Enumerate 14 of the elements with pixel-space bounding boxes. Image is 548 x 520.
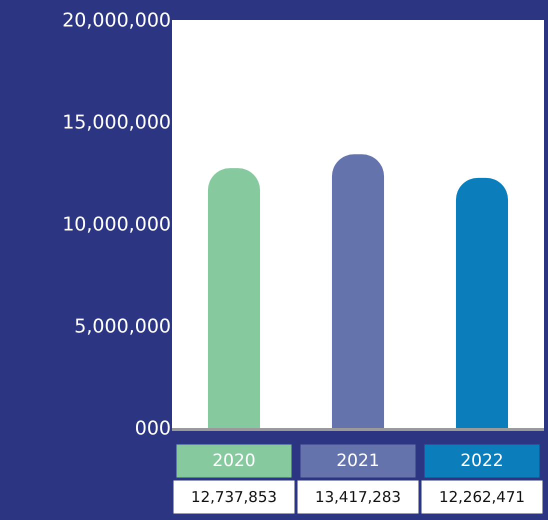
x-tick-label: 2020 [212,451,256,471]
bar [456,178,508,428]
y-tick-label: 000 [134,418,171,440]
y-tick-label: 5,000,000 [74,316,171,338]
bar [208,168,260,428]
y-tick-label: 10,000,000 [62,214,171,236]
data-label: 12,262,471 [439,488,525,506]
bar [332,154,384,428]
y-tick-label: 20,000,000 [62,10,171,32]
data-label: 13,417,283 [315,488,401,506]
data-label: 12,737,853 [191,488,277,506]
y-tick-label: 15,000,000 [62,112,171,134]
x-tick-label: 2022 [460,451,504,471]
x-tick-label: 2021 [336,451,380,471]
